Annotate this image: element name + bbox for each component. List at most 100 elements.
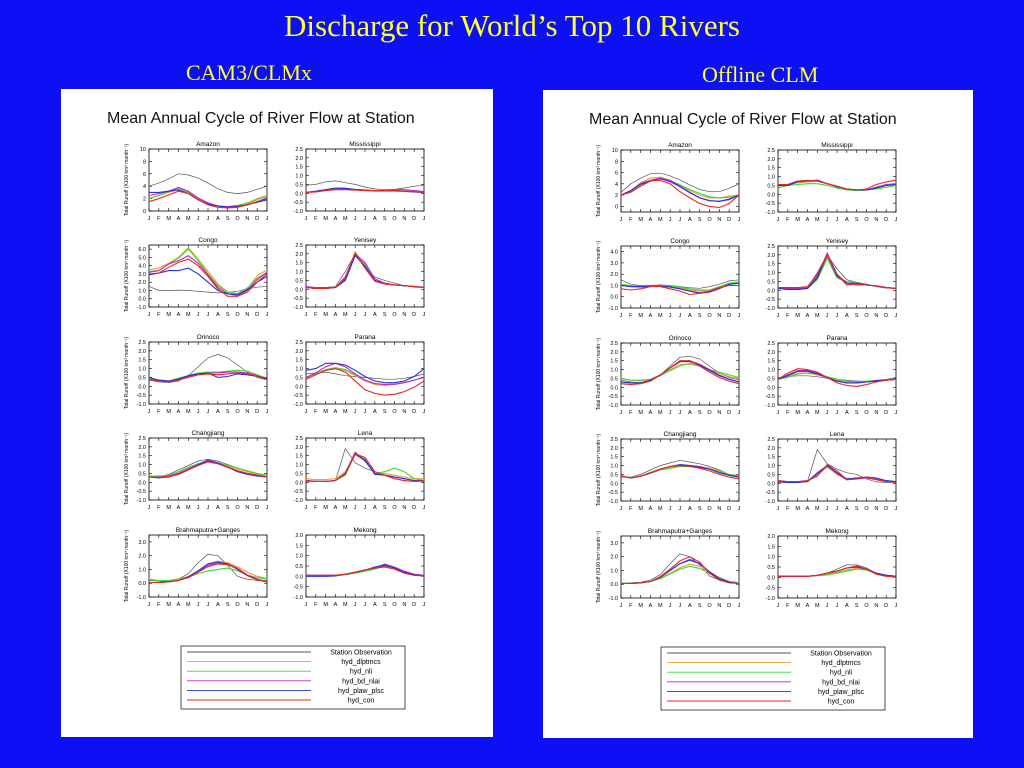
x-tick-label: D (727, 603, 731, 609)
series-line-hyd-con (778, 565, 897, 578)
subplot-title: Congo (670, 238, 690, 245)
subplot-frame (777, 438, 897, 502)
x-tick-label: D (884, 410, 888, 416)
subplot-title: Parana (827, 335, 848, 342)
x-tick-label: F (629, 410, 633, 416)
y-tick-label: 0.0 (295, 480, 303, 486)
subplot-frame (148, 534, 268, 598)
y-tick-label: 2.0 (767, 350, 775, 356)
y-tick-label: 1.0 (767, 368, 775, 374)
y-tick-label: 1.0 (610, 568, 618, 574)
x-tick-label: J (669, 217, 672, 223)
right-figure-svg: Mean Annual Cycle of River Flow at Stati… (589, 111, 898, 711)
y-tick-label: 5.0 (138, 255, 146, 261)
x-tick-label: N (402, 602, 406, 608)
left-figure-svg: Mean Annual Cycle of River Flow at Stati… (107, 110, 426, 710)
x-tick-label: O (707, 506, 712, 512)
x-tick-label: M (186, 409, 191, 415)
x-tick-label: D (727, 506, 731, 512)
subplot-title: Orinoco (197, 334, 220, 341)
x-tick-label: J (895, 217, 898, 223)
x-tick-label: J (364, 312, 367, 318)
y-tick-label: 0.0 (138, 297, 146, 303)
x-tick-label: J (679, 603, 682, 609)
x-tick-label: D (412, 312, 416, 318)
y-tick-label: -0.5 (609, 394, 618, 400)
x-tick-label: O (235, 602, 240, 608)
y-tick-label: -1.0 (609, 403, 618, 409)
series-line-hyd-plaw-plsc (148, 267, 268, 296)
y-tick-label: -1.0 (294, 595, 303, 601)
y-tick-label: 0.5 (767, 472, 775, 478)
y-tick-label: -1.0 (766, 403, 775, 409)
x-tick-label: A (688, 217, 692, 223)
x-tick-label: A (177, 312, 181, 318)
x-tick-label: A (334, 602, 338, 608)
y-tick-label: -1.0 (137, 402, 146, 408)
subplot-parana: Parana-1.0-0.50.00.51.01.52.02.5J F M A M J J A… (294, 334, 426, 415)
series-line-hyd-bd-nlai (148, 255, 268, 296)
right-figure-panel: Mean Annual Cycle of River Flow at Stati… (543, 90, 973, 738)
subplot-title: Lena (830, 431, 845, 438)
y-tick-label: -1.0 (609, 306, 618, 312)
y-tick-label: -1.0 (137, 595, 146, 601)
y-tick-label: 1.0 (295, 554, 303, 560)
subplot-title: Lena (358, 430, 373, 437)
y-tick-label: 0.5 (767, 565, 775, 571)
series-line-hyd-nli (620, 362, 740, 381)
y-tick-label: -1.0 (609, 596, 618, 602)
subplot-title: Changjiang (192, 430, 225, 437)
series-line-station-observation (305, 180, 425, 191)
subplot-frame (148, 437, 268, 501)
y-tick-label: 1.5 (295, 165, 303, 171)
x-tick-label: J (679, 313, 682, 319)
y-tick-label: 3.0 (138, 540, 146, 546)
x-tick-label: J (826, 410, 829, 416)
y-tick-label: 0.0 (295, 574, 303, 580)
x-tick-label: A (334, 505, 338, 511)
x-tick-label: A (177, 216, 181, 222)
series-line-hyd-bd-nlai (305, 362, 425, 386)
x-tick-label: S (855, 313, 859, 319)
x-tick-label: O (392, 505, 397, 511)
series-line-station-observation (621, 459, 740, 478)
series-line-hyd-con (305, 453, 425, 482)
legend: Station Observation hyd_dlptmcs hyd_nlihyd… (660, 646, 886, 711)
x-tick-label: S (383, 409, 387, 415)
y-tick-label: -0.5 (294, 489, 303, 495)
left-figure-panel: Mean Annual Cycle of River Flow at Stati… (61, 89, 493, 737)
y-tick-label: -1.0 (766, 306, 775, 312)
subplot-frame (620, 149, 740, 213)
x-tick-label: J (679, 410, 682, 416)
subplot-frame (305, 148, 425, 212)
x-tick-label: A (688, 603, 692, 609)
subplot-frame (620, 535, 740, 599)
x-tick-label: M (166, 216, 171, 222)
series-line-station-observation (148, 173, 268, 194)
x-tick-label: O (235, 216, 240, 222)
y-tick-label: 1.0 (610, 464, 618, 470)
subplot-congo: Congo-1.00.01.02.03.04.05.06.0J F M A M J J A S O… (124, 237, 269, 318)
y-tick-label: -0.5 (766, 586, 775, 592)
y-tick-label: 1.0 (295, 270, 303, 276)
subplot-frame (305, 341, 425, 405)
y-tick-label: 6 (143, 172, 146, 178)
x-tick-label: J (669, 506, 672, 512)
subplot-title: Orinoco (669, 335, 692, 342)
x-tick-label: A (806, 410, 810, 416)
subplot-lena: Lena-1.0-0.50.00.51.01.52.02.5J F M A M J J A S O… (294, 430, 426, 511)
x-tick-label: M (323, 602, 328, 608)
series-line-hyd-con (620, 360, 740, 386)
series-line-hyd-nli (620, 177, 740, 199)
legend-label: hyd_nli (830, 670, 853, 677)
y-tick-label: -0.5 (766, 297, 775, 303)
y-tick-label: 2.0 (295, 156, 303, 162)
x-tick-label: A (845, 603, 849, 609)
x-tick-label: J (669, 410, 672, 416)
subplot-brahmaputra-ganges: Brahmaputra+Ganges-1.00.01.02.03.0J F M A M J… (124, 527, 269, 608)
x-tick-label: A (216, 312, 220, 318)
series-line-hyd-con (148, 461, 268, 478)
y-tick-label: 1.5 (295, 358, 303, 364)
x-tick-label: N (402, 409, 406, 415)
y-tick-label: -0.5 (766, 394, 775, 400)
